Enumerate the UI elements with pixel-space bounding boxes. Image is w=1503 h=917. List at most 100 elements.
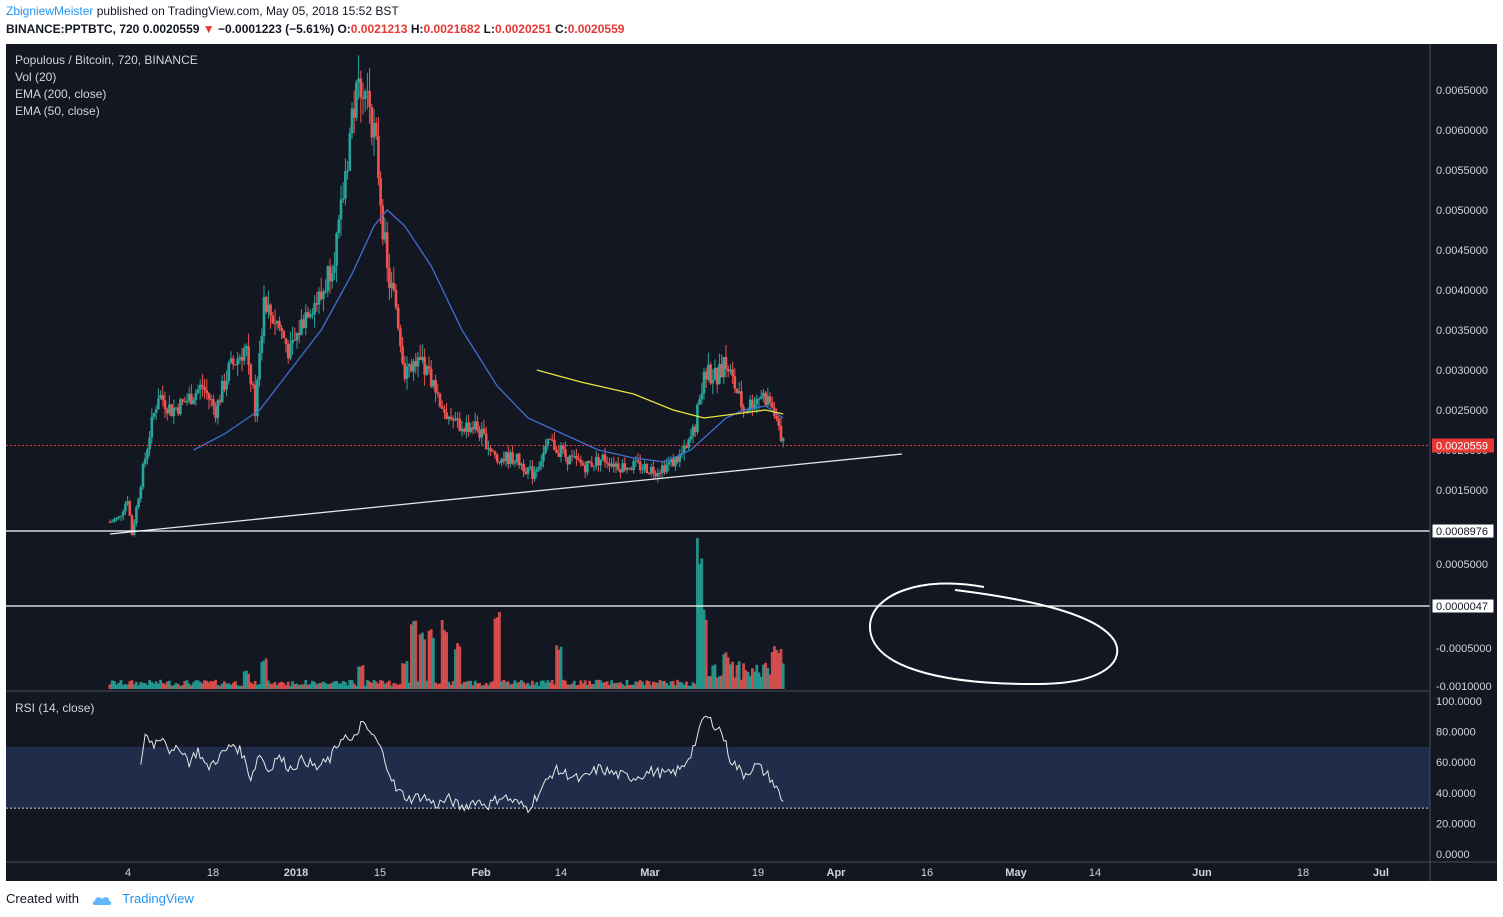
high-value: 0.0021682: [423, 22, 481, 36]
candle-body: [370, 107, 374, 138]
volume-bar: [264, 658, 268, 689]
created-with-text: Created with: [6, 891, 79, 906]
volume-group: [108, 538, 785, 689]
candle-body: [214, 405, 217, 419]
candle-body: [625, 468, 629, 471]
time-tick-label: 2018: [284, 867, 308, 879]
volume-bar: [781, 663, 785, 689]
volume-bar: [667, 685, 671, 689]
volume-bar: [432, 637, 435, 689]
volume-bar: [526, 682, 530, 689]
low-label: L:: [483, 22, 495, 36]
candle-body: [572, 455, 576, 457]
volume-bar: [381, 680, 385, 689]
volume-bar: [405, 661, 409, 689]
candle-body: [729, 369, 732, 372]
level-label: 0.0000047: [1436, 601, 1488, 613]
author-link[interactable]: ZbigniewMeister: [6, 4, 94, 18]
volume-bar: [326, 684, 330, 689]
candle-body: [553, 439, 556, 450]
volume-bar: [421, 632, 424, 689]
volume-bar: [271, 683, 275, 689]
volume-bar: [641, 681, 644, 689]
candle-body: [601, 454, 605, 460]
candle-body: [509, 452, 512, 465]
candle-body: [185, 400, 189, 403]
candle-body: [201, 384, 204, 387]
candle-body: [542, 452, 545, 462]
volume-bar: [636, 681, 640, 689]
level-label: 0.0008976: [1436, 526, 1488, 538]
volume-bar: [759, 676, 763, 689]
volume-bar: [742, 663, 745, 689]
candle-body: [291, 339, 294, 344]
volume-bar: [528, 685, 532, 689]
tradingview-link[interactable]: TradingView: [122, 891, 194, 906]
volume-bar: [722, 654, 726, 689]
volume-bar: [614, 682, 618, 689]
volume-bar: [330, 682, 334, 689]
rsi-tick-label: 60.0000: [1436, 757, 1476, 769]
candle-body: [280, 327, 283, 331]
open-value: 0.0021213: [350, 22, 408, 36]
plot-background: [6, 44, 1430, 862]
candle-body: [348, 133, 352, 171]
candle-body: [517, 453, 521, 466]
volume-bar: [713, 664, 717, 689]
candle-body: [344, 171, 347, 199]
candle-body: [592, 465, 596, 467]
volume-bar: [779, 649, 783, 689]
volume-bar: [689, 685, 693, 689]
volume-bar: [328, 683, 332, 689]
volume-bar: [383, 683, 387, 689]
candle-body: [561, 445, 565, 450]
candle-body: [253, 384, 257, 417]
volume-bar: [319, 682, 323, 689]
volume-bar: [449, 684, 453, 689]
volume-bar: [278, 682, 281, 689]
candle-body: [322, 292, 325, 300]
volume-bar: [119, 679, 123, 689]
volume-bar: [315, 684, 319, 689]
candle-body: [438, 393, 442, 407]
price-tick-label: 0.0060000: [1436, 125, 1488, 137]
candle-body: [346, 170, 349, 172]
volume-bar: [403, 663, 407, 689]
candle-body: [121, 511, 125, 516]
candle-body: [207, 393, 211, 400]
candle-body: [493, 451, 497, 455]
candle-body: [361, 97, 365, 99]
candle-body: [190, 393, 193, 405]
candle-body: [460, 428, 464, 432]
level-label-box: [1431, 523, 1495, 539]
candle-body: [383, 232, 387, 240]
candle-body: [520, 463, 523, 466]
close-label: C:: [555, 22, 568, 36]
volume-bar: [561, 679, 565, 689]
candle-body: [264, 297, 268, 312]
candle-body: [146, 449, 149, 459]
volume-bar: [249, 682, 253, 689]
candle-body: [735, 388, 739, 394]
candle-body: [256, 379, 259, 417]
volume-bar: [377, 683, 380, 689]
time-tick-label: Apr: [827, 867, 847, 879]
volume-bar: [506, 681, 510, 689]
candle-body: [581, 462, 585, 466]
volume-bar: [440, 620, 444, 689]
candle-body: [236, 358, 239, 365]
candle-body: [465, 422, 468, 432]
candle-body: [119, 515, 123, 517]
volume-bar: [401, 663, 404, 689]
rsi-tick-label: 40.0000: [1436, 788, 1476, 800]
volume-bar: [757, 672, 761, 689]
volume-bar: [168, 680, 171, 689]
volume-bar: [214, 679, 217, 689]
volume-bar: [522, 682, 525, 689]
candle-body: [456, 418, 459, 420]
volume-tick-label: 0.0005000: [1436, 559, 1488, 571]
volume-bar: [117, 682, 121, 689]
level-label-box: [1431, 598, 1495, 614]
candle-body: [269, 304, 272, 316]
